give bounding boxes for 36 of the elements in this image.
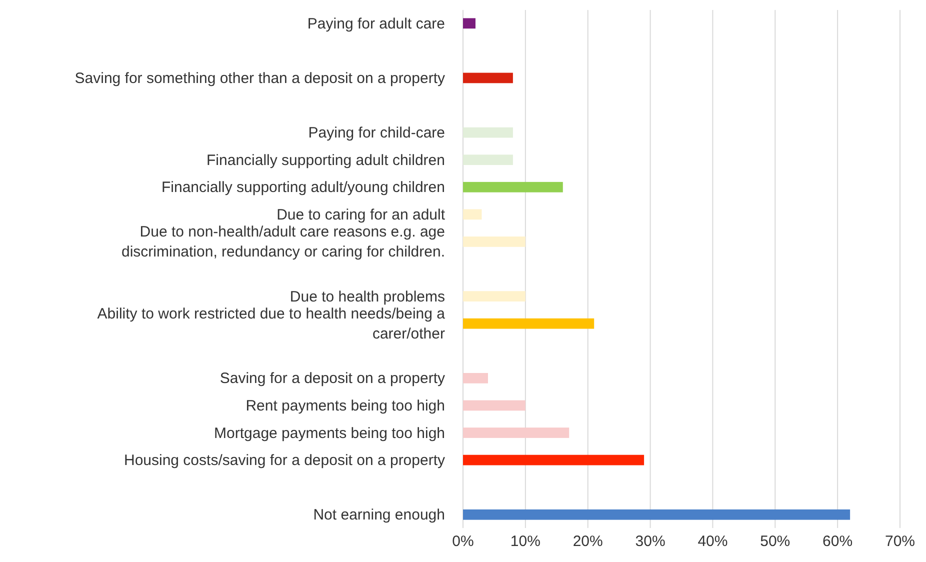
bar: [463, 209, 482, 220]
y-tick-label: Paying for child-care: [308, 124, 445, 142]
y-tick-label: Due to health problems: [290, 288, 445, 306]
y-tick-label: Rent payments being too high: [246, 397, 445, 414]
bar: [463, 236, 526, 247]
y-tick-label: Ability to work restricted due to health needs/being a carer/other: [97, 306, 446, 343]
y-tick-label: Mortgage payments being too high: [214, 424, 445, 442]
bar: [463, 509, 850, 520]
x-tick-label: 50%: [760, 533, 790, 550]
y-tick-label: Due to caring for an adult: [276, 206, 446, 224]
bar: [463, 291, 526, 302]
y-tick-label: Financially supporting adult children: [206, 152, 445, 169]
bar: [463, 318, 594, 329]
x-tick-label: 0%: [452, 533, 474, 550]
x-tick-label: 20%: [572, 533, 603, 550]
bar: [463, 154, 513, 166]
y-tick-label: Housing costs/saving for a deposit on a property: [124, 452, 446, 470]
x-tick-label: 40%: [698, 533, 728, 550]
y-tick-label: Due to non-health/adult care reasons e.g. age discrimination, redundancy or caring for children.: [122, 224, 445, 261]
bar: [463, 372, 488, 384]
x-tick-label: 70%: [884, 533, 916, 550]
x-tick-label: 30%: [635, 533, 666, 550]
bar: [463, 400, 526, 411]
bar: [463, 127, 513, 138]
x-tick-label: 10%: [510, 533, 540, 550]
x-tick-label: 60%: [822, 533, 853, 550]
bar: [463, 72, 513, 84]
bar: [463, 428, 570, 438]
bar: [463, 182, 563, 192]
bar: [463, 18, 476, 29]
bar: [463, 454, 644, 466]
y-tick-label: Saving for something other than a deposit on a property: [74, 70, 446, 87]
y-tick-label: Saving for a deposit on a property: [220, 370, 446, 388]
y-tick-label: Financially supporting adult/young children: [161, 179, 445, 196]
y-tick-label: Paying for adult care: [307, 15, 445, 32]
y-tick-label: Not earning enough: [313, 506, 445, 524]
